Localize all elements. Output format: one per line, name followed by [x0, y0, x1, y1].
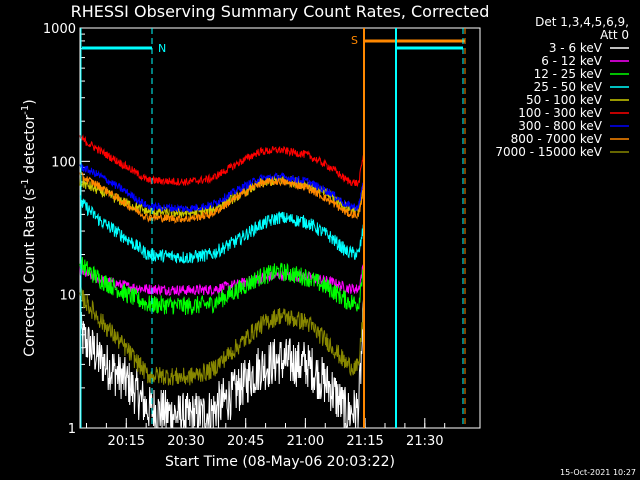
series-lines — [79, 134, 365, 429]
legend-label: 50 - 100 keV — [526, 93, 603, 107]
y-tick-label: 10 — [59, 289, 76, 304]
state-markers: N S — [80, 28, 466, 428]
series-line-5 — [79, 134, 365, 188]
legend-header-detectors: Det 1,3,4,5,6,9, — [535, 15, 629, 29]
legend-label: 12 - 25 keV — [534, 67, 603, 81]
n-marker: N — [158, 42, 166, 55]
x-tick-label: 21:30 — [406, 434, 443, 449]
y-tick-label: 1000 — [43, 22, 76, 37]
legend-label: 25 - 50 keV — [534, 80, 603, 94]
x-tick-label: 20:30 — [167, 434, 204, 449]
legend-label: 3 - 6 keV — [549, 41, 603, 55]
x-axis-label: Start Time (08-May-06 20:03:22) — [165, 454, 395, 470]
series-line-7 — [79, 171, 365, 225]
legend-label: 300 - 800 keV — [518, 119, 602, 133]
series-line-6 — [79, 163, 365, 213]
x-tick-label: 21:00 — [287, 434, 324, 449]
x-tick-label: 20:45 — [227, 434, 264, 449]
legend-label: 7000 - 15000 keV — [495, 145, 602, 159]
legend-header-attenuator: Att 0 — [600, 28, 629, 42]
y-tick-label: 100 — [51, 155, 76, 170]
x-axis: 20:15 20:30 20:45 21:00 21:15 21:30 — [85, 418, 446, 449]
y-tick-label: 1 — [68, 422, 76, 437]
footer-timestamp: 15-Oct-2021 10:27 — [560, 468, 636, 477]
legend-label: 6 - 12 keV — [541, 54, 603, 68]
x-tick-label: 20:15 — [108, 434, 145, 449]
chart-title: RHESSI Observing Summary Count Rates, Co… — [71, 2, 490, 21]
series-line-3 — [79, 195, 365, 265]
series-line-0 — [79, 296, 365, 429]
y-axis: 1 10 100 1000 — [43, 22, 90, 437]
y-axis-label: Corrected Count Rate (s-1 detector-1) — [20, 99, 38, 356]
legend-label: 800 - 7000 keV — [511, 132, 603, 146]
series-line-2 — [79, 252, 365, 316]
plot-frame — [79, 27, 481, 429]
series-line-8 — [79, 286, 365, 386]
x-tick-label: 21:15 — [346, 434, 383, 449]
legend-label: 100 - 300 keV — [518, 106, 602, 120]
s-marker: S — [351, 34, 358, 47]
